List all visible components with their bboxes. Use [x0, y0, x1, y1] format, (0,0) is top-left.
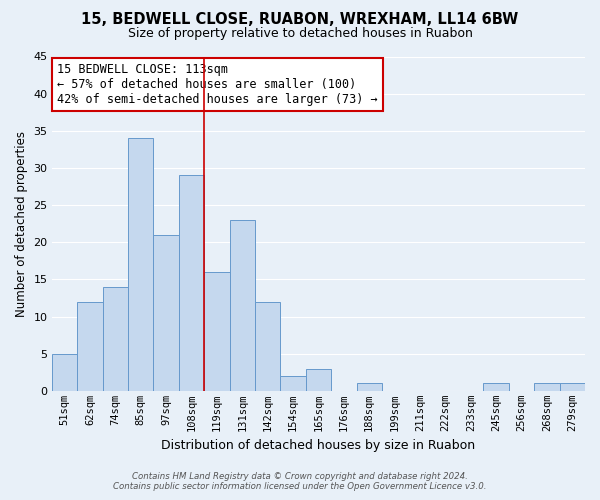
Bar [103, 287, 128, 391]
Bar [484, 384, 509, 391]
Bar [255, 302, 280, 391]
Bar [560, 384, 585, 391]
Text: 15 BEDWELL CLOSE: 113sqm
← 57% of detached houses are smaller (100)
42% of semi-: 15 BEDWELL CLOSE: 113sqm ← 57% of detach… [57, 63, 378, 106]
Bar [230, 220, 255, 391]
Bar [128, 138, 154, 391]
Text: Contains HM Land Registry data © Crown copyright and database right 2024.
Contai: Contains HM Land Registry data © Crown c… [113, 472, 487, 491]
Y-axis label: Number of detached properties: Number of detached properties [15, 130, 28, 316]
Bar [356, 384, 382, 391]
Bar [280, 376, 306, 391]
Bar [154, 235, 179, 391]
Bar [77, 302, 103, 391]
Bar [204, 272, 230, 391]
Text: Size of property relative to detached houses in Ruabon: Size of property relative to detached ho… [128, 28, 472, 40]
Bar [306, 368, 331, 391]
Bar [179, 176, 204, 391]
Bar [52, 354, 77, 391]
X-axis label: Distribution of detached houses by size in Ruabon: Distribution of detached houses by size … [161, 440, 475, 452]
Text: 15, BEDWELL CLOSE, RUABON, WREXHAM, LL14 6BW: 15, BEDWELL CLOSE, RUABON, WREXHAM, LL14… [82, 12, 518, 28]
Bar [534, 384, 560, 391]
